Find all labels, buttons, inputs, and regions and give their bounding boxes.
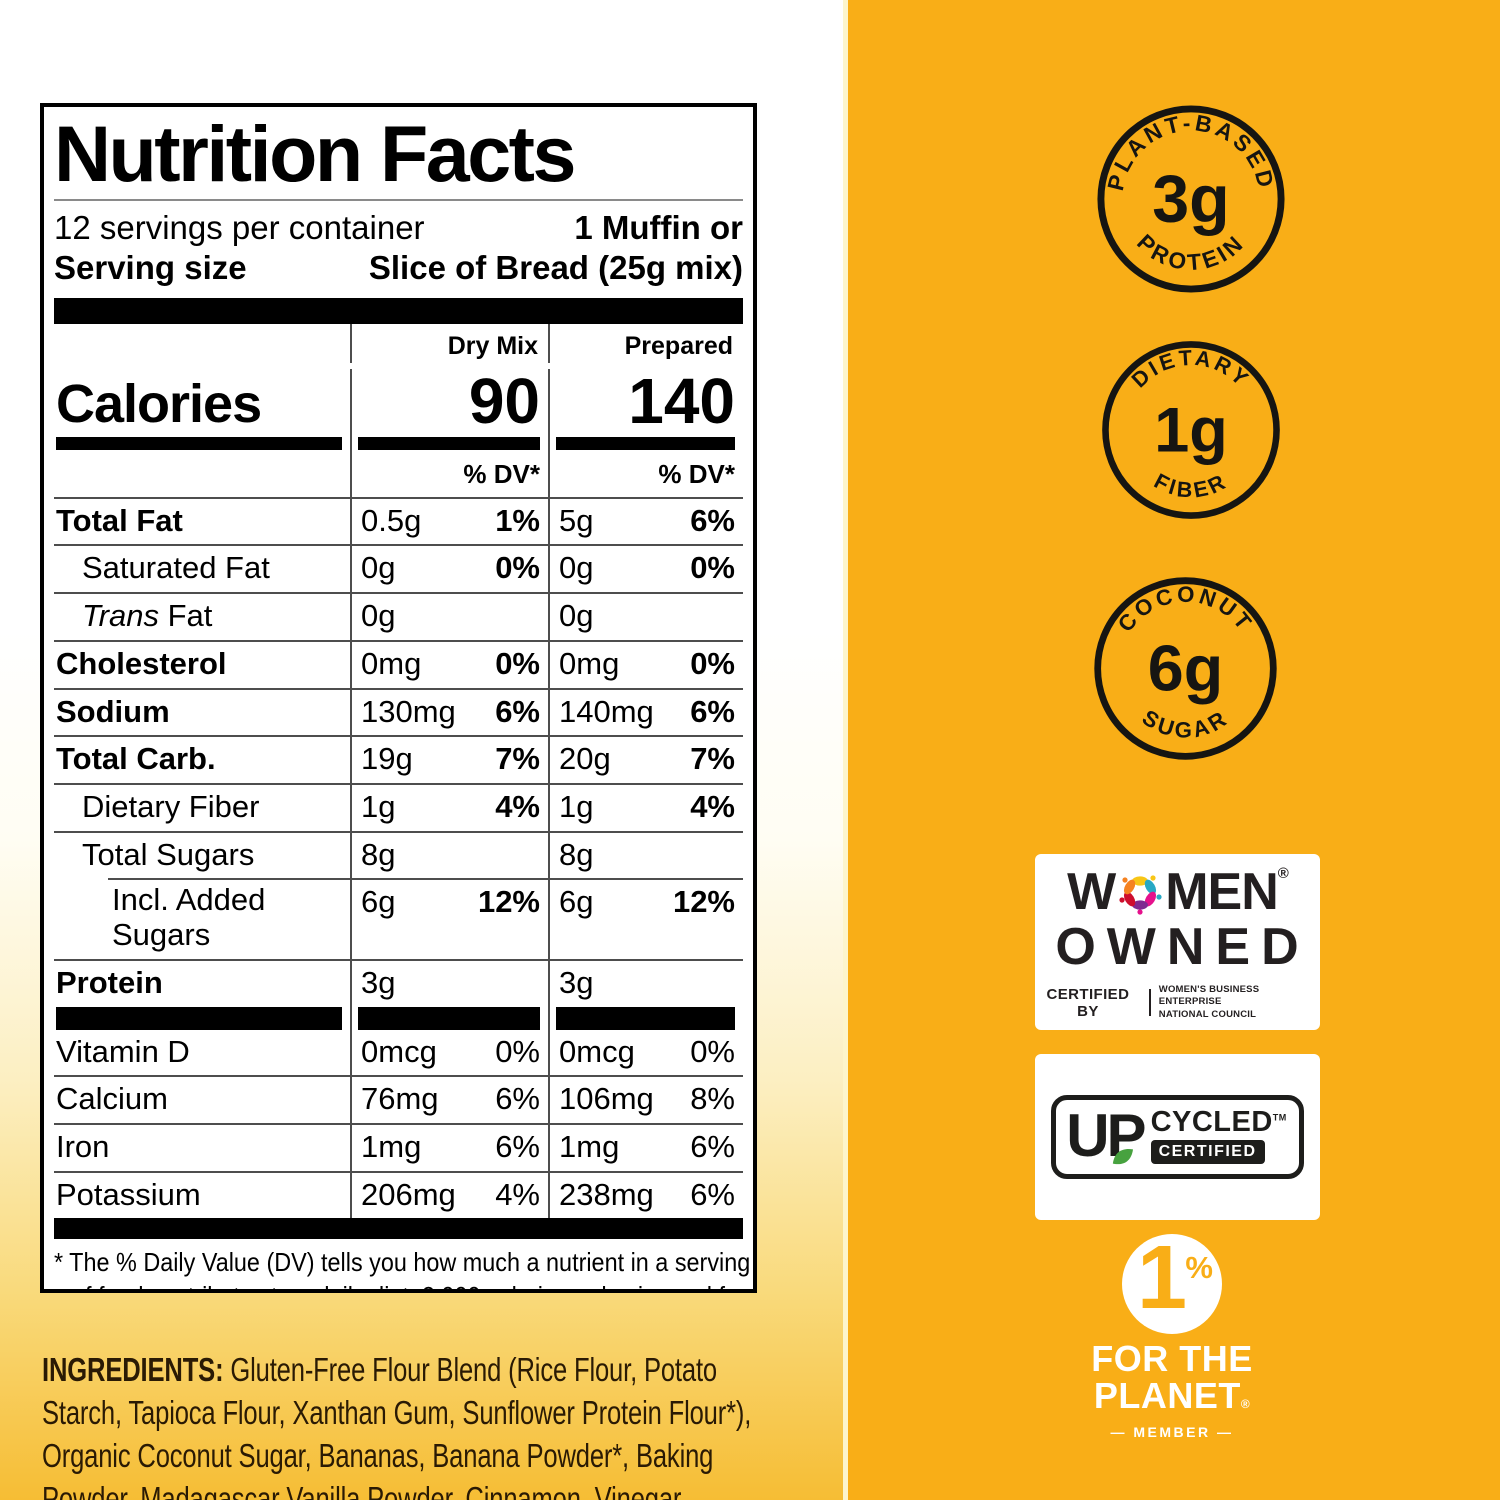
nutrient-row-total-fat: Total Fat 0.5g 1% 5g 6% [54, 496, 743, 545]
column-header-dry-mix: Dry Mix [350, 323, 548, 363]
badge-protein-value: 3g [1152, 163, 1229, 237]
nutrient-row-iron: Iron 1mg 6% 1mg 6% [54, 1123, 743, 1171]
upcycled-up-text: UP [1066, 1102, 1146, 1169]
nutrient-row-potassium: Potassium 206mg 4% 238mg 6% [54, 1170, 743, 1219]
servings-per-container: 12 servings per container [54, 209, 425, 247]
badge-plant-based-protein: PLANT-BASED PROTEIN 3g [1092, 100, 1290, 298]
one-percent-value: 1 [1136, 1228, 1188, 1328]
servings-line: 12 servings per container 1 Muffin or [54, 208, 743, 248]
badge-circle-icon: PLANT-BASED PROTEIN 3g [1097, 105, 1285, 293]
one-percent-circle: 1 % [1122, 1231, 1222, 1334]
badge-coconut-sugar: COCONUT SUGAR 6g [1089, 572, 1282, 765]
nutrient-row-total-sugars: Total Sugars 8g 8g [54, 830, 743, 879]
nutrient-row-calcium: Calcium 76mg 6% 106mg 8% [54, 1075, 743, 1123]
member-text: — MEMBER — [1110, 1423, 1234, 1440]
women-owned-word2: OWNED [1055, 918, 1310, 976]
svg-text:SUGAR: SUGAR [1138, 705, 1233, 743]
trademark-mark: TM [1272, 1112, 1287, 1123]
serving-size-label: Serving size [54, 249, 247, 287]
nutrient-row-dietary-fiber: Dietary Fiber 1g 4% 1g 4% [54, 782, 743, 831]
nutrient-row-protein: Protein 3g 3g [54, 958, 743, 1007]
one-percent-text: FOR THE PLANET® — MEMBER — [1047, 1340, 1297, 1440]
protein-divider-row [54, 1006, 743, 1030]
svg-text:DIETARY: DIETARY [1126, 345, 1255, 393]
nutrient-row-trans-fat: Trans Fat 0g 0g [54, 592, 743, 640]
certifying-org: WOMEN'S BUSINESS ENTERPRISE NATIONAL COU… [1158, 984, 1260, 1020]
serving-size-value-line2: Slice of Bread (25g mix) [368, 249, 743, 287]
dv-header-dry-mix: % DV* [350, 449, 548, 497]
calories-underline [56, 436, 342, 450]
certified-by-label: CERTIFIED BY [1046, 985, 1130, 1020]
badge-sugar-value: 6g [1148, 632, 1223, 705]
nutrient-row-saturated-fat: Saturated Fat 0g 0% 0g 0% [54, 544, 743, 593]
nutrient-row-added-sugars: Incl. Added Sugars 6g 12% 6g 12% [54, 878, 743, 959]
nutrient-row-cholesterol: Cholesterol 0mg 0% 0mg 0% [54, 639, 743, 688]
calories-prepared: 140 [548, 368, 743, 435]
upcycled-certified-logo: UP CYCLEDTM CERTIFIED [1035, 1054, 1320, 1220]
nutrient-row-total-carb: Total Carb. 19g 7% 20g 7% [54, 735, 743, 783]
calories-dry-mix: 90 [350, 368, 548, 435]
registered-mark: ® [1240, 1397, 1251, 1412]
badge-fiber-value: 1g [1154, 396, 1227, 466]
svg-text:FIBER: FIBER [1150, 468, 1232, 503]
women-owned-flower-icon [1119, 875, 1162, 915]
women-owned-word1: W MEN ® [1067, 863, 1289, 921]
badge-circle-icon: DIETARY FIBER 1g [1102, 341, 1280, 519]
calories-label: Calories [56, 373, 262, 434]
calories-row: Calories 90 140 [54, 363, 743, 435]
upcycled-badge: UP CYCLEDTM CERTIFIED [1051, 1095, 1304, 1179]
nutrient-row-sodium: Sodium 130mg 6% 140mg 6% [54, 687, 743, 736]
calories-underline-row [54, 434, 743, 450]
serving-size-value-line1: 1 Muffin or [574, 209, 743, 247]
upcycled-cycled-text: CYCLEDTM [1150, 1106, 1287, 1138]
dv-header-prepared: % DV* [548, 449, 743, 497]
vertical-divider [1148, 989, 1151, 1017]
title-divider [54, 199, 743, 202]
planet-text: PLANET® [1093, 1375, 1251, 1417]
nutrition-facts-panel: Nutrition Facts 12 servings per containe… [40, 103, 757, 1293]
serving-size-line: Serving size Slice of Bread (25g mix) [54, 248, 743, 288]
for-the-text: FOR THE [1091, 1338, 1253, 1379]
column-header-row: Dry Mix Prepared [54, 323, 743, 363]
women-owned-logo: W MEN ® OWNED C [1035, 854, 1320, 1030]
nutrient-row-vitamin-d: Vitamin D 0mcg 0% 0mcg 0% [54, 1029, 743, 1076]
dv-header-row: % DV* % DV* [54, 449, 743, 497]
registered-mark: ® [1277, 865, 1289, 882]
thick-bar-top [54, 297, 743, 324]
leaf-icon [1113, 1149, 1134, 1165]
svg-text:COCONUT: COCONUT [1113, 582, 1259, 637]
badge-circle-icon: COCONUT SUGAR 6g [1094, 577, 1277, 760]
column-header-prepared: Prepared [548, 323, 743, 363]
ingredients-label: INGREDIENTS: [42, 1351, 224, 1388]
ingredients-text: INGREDIENTS: Gluten-Free Flour Blend (Ri… [42, 1351, 752, 1500]
women-owned-certification: CERTIFIED BY WOMEN'S BUSINESS ENTERPRISE… [1035, 984, 1320, 1021]
dv-footnote: * The % Daily Value (DV) tells you how m… [54, 1247, 751, 1289]
upcycled-certified-text: CERTIFIED [1150, 1140, 1265, 1164]
thick-bar-bottom [54, 1218, 743, 1240]
nutrition-facts-title: Nutrition Facts [54, 109, 576, 198]
percent-sign: % [1185, 1250, 1213, 1285]
badge-dietary-fiber: DIETARY FIBER 1g [1097, 336, 1285, 524]
